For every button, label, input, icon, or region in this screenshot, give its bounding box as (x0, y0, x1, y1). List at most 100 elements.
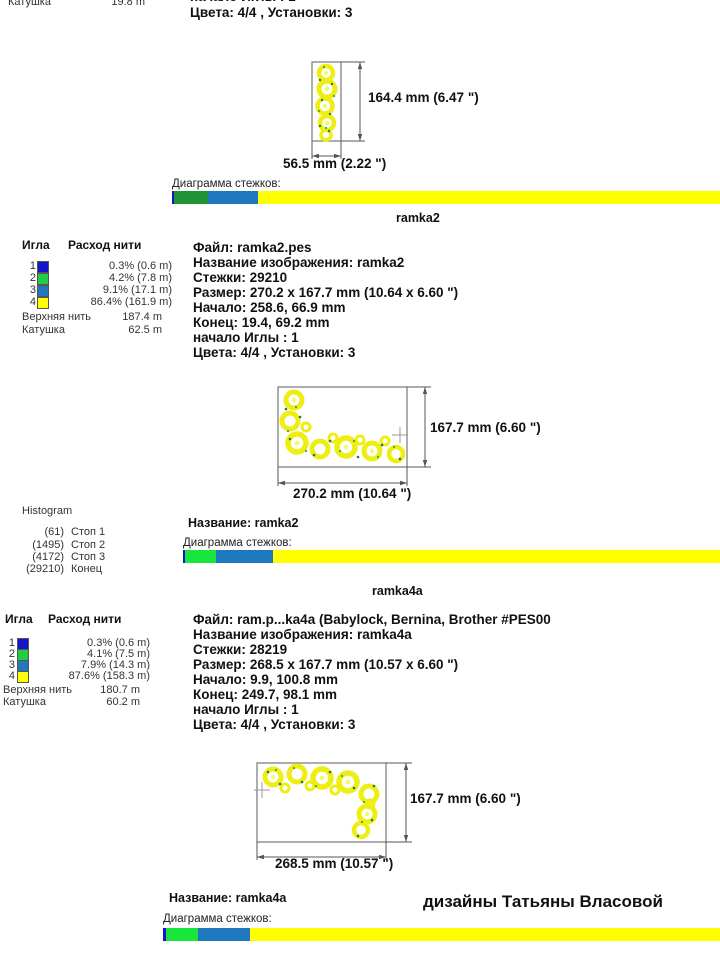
dim-height-label-3: 167.7 mm (6.60 ") (410, 791, 521, 806)
file-info-ramka2: Файл: ramka2.pes Название изображения: r… (193, 240, 458, 360)
needle-number: 3 (29, 284, 36, 296)
design-art-vertical (315, 63, 338, 142)
bar-seg-yellow (258, 191, 720, 204)
bar-seg-navy (172, 191, 174, 204)
needle-number: 1 (29, 260, 36, 272)
bar-seg-green (185, 550, 216, 563)
info-end: Конец: 19.4, 69.2 mm (193, 315, 330, 330)
thread-usage: 9.1% (17.1 m) (102, 284, 172, 296)
embroidery-preview-ramka4a (254, 762, 412, 860)
design-name-ramka2: Название: ramka2 (188, 516, 299, 530)
thread-usage: 4.2% (7.8 m) (109, 272, 172, 284)
arrowheads (278, 387, 428, 486)
top-bobbin-value: 19.8 m (111, 0, 145, 8)
histogram-label: Стоп 1 (71, 526, 106, 538)
info-start: Начало: 9.9, 100.8 mm (193, 672, 338, 687)
thread-usage: 0.3% (0.6 m) (109, 260, 172, 272)
info-colors: Цвета: 4/4 , Установки: 3 (193, 717, 356, 732)
thread-usage: 86.4% (161.9 m) (90, 296, 172, 308)
info-image-name: Название изображения: ramka4a (193, 627, 412, 642)
info-file: Файл: ram.p...ka4a (Babylock, Bernina, B… (193, 612, 551, 627)
bar-seg-blue (208, 191, 258, 204)
bar-seg-blue (216, 550, 273, 563)
bobbin-value: 62.5 m (128, 324, 162, 336)
design-name-ramka4a: Название: ramka4a (169, 891, 287, 905)
upper-thread-value: 187.4 m (122, 311, 162, 323)
dim-width-label-2: 270.2 mm (10.64 ") (293, 486, 412, 501)
info-size: Размер: 270.2 x 167.7 mm (10.64 x 6.60 "… (193, 285, 459, 300)
needle-col-header: Игла (5, 612, 33, 626)
histogram-label: Стоп 3 (71, 551, 106, 563)
needle-col-header: Игла (22, 238, 50, 252)
thread-usage: 4.1% (7.5 m) (87, 648, 150, 660)
bar-seg-green (166, 928, 198, 941)
info-end: Конец: 249.7, 98.1 mm (193, 687, 338, 702)
bar-seg-green (174, 191, 208, 204)
info-needle-start: начало Иглы : 1 (193, 702, 299, 717)
info-image-name: Название изображения: ramka2 (193, 255, 405, 270)
file-info-ramka4a: Файл: ram.p...ka4a (Babylock, Bernina, B… (193, 612, 551, 732)
thread-usage: 87.6% (158.3 m) (68, 670, 150, 682)
thread-usage: 7.9% (14.3 m) (80, 659, 150, 671)
info-colors: Цвета: 4/4 , Установки: 3 (193, 345, 356, 360)
design-art-corner-bl (279, 389, 406, 464)
top-bobbin-label: Катушка (8, 0, 51, 8)
top-colors-line: Цвета: 4/4 , Установки: 3 (190, 5, 353, 20)
crosshair-marker (254, 782, 270, 798)
embroidery-preview-ramka2 (277, 386, 431, 486)
histogram-count: (4172) (32, 551, 64, 563)
info-stitches: Стежки: 28219 (193, 642, 288, 657)
histogram-label: Стоп 2 (71, 539, 106, 551)
embroidery-preview-vertical (311, 61, 365, 159)
top-needle-start-line: начало Иглы : 1 (190, 0, 296, 4)
dimension-lines (277, 386, 431, 486)
stitch-diagram-label-2: Диаграмма стежков: (183, 537, 292, 549)
section-title-ramka4a: ramka4a (372, 584, 423, 598)
needle-number: 2 (29, 272, 36, 284)
arrowheads (312, 62, 363, 159)
usage-col-header: Расход нити (68, 238, 142, 252)
needle-number: 2 (8, 648, 15, 660)
thread-color-swatch (37, 261, 49, 273)
info-size: Размер: 268.5 x 167.7 mm (10.57 x 6.60 "… (193, 657, 459, 672)
bobbin-label: Катушка (3, 696, 46, 708)
arrowheads (257, 763, 409, 860)
thread-color-swatch (37, 297, 49, 309)
stitch-diagram-bar-3 (163, 928, 720, 941)
thread-color-swatch (37, 285, 49, 297)
usage-col-header: Расход нити (48, 612, 122, 626)
upper-thread-label: Верхняя нить (3, 684, 72, 696)
info-start: Начало: 258.6, 66.9 mm (193, 300, 346, 315)
info-needle-start: начало Иглы : 1 (193, 330, 299, 345)
needle-number: 4 (8, 670, 15, 682)
bar-seg-navy (163, 928, 166, 941)
dim-height-label-2: 167.7 mm (6.60 ") (430, 420, 541, 435)
histogram-count: (1495) (32, 539, 64, 551)
dim-height-label-1: 164.4 mm (6.47 ") (368, 90, 479, 105)
stitch-diagram-bar-1 (172, 191, 720, 204)
crosshair-marker (392, 427, 408, 443)
histogram-label: Конец (71, 563, 103, 575)
thread-color-swatch (17, 671, 29, 683)
info-stitches: Стежки: 29210 (193, 270, 288, 285)
info-file: Файл: ramka2.pes (193, 240, 312, 255)
designer-credit: дизайны Татьяны Власовой (423, 892, 663, 911)
bobbin-value: 60.2 m (106, 696, 140, 708)
thread-color-swatch (37, 273, 49, 285)
histogram-count: (29210) (26, 563, 64, 575)
upper-thread-value: 180.7 m (100, 684, 140, 696)
upper-thread-label: Верхняя нить (22, 311, 91, 323)
needle-number: 4 (29, 296, 36, 308)
dim-width-label-1: 56.5 mm (2.22 ") (283, 156, 387, 171)
needle-number: 3 (8, 659, 15, 671)
needle-number: 1 (8, 637, 15, 649)
histogram-title: Histogram (22, 505, 73, 517)
bar-seg-blue (198, 928, 250, 941)
stitch-diagram-label-3: Диаграмма стежков: (163, 913, 272, 925)
bar-seg-yellow (250, 928, 720, 941)
bar-seg-yellow (273, 550, 720, 563)
design-art-corner-tr (262, 763, 380, 840)
stitch-diagram-label-1: Диаграмма стежков: (172, 178, 281, 190)
bar-seg-navy (183, 550, 185, 563)
